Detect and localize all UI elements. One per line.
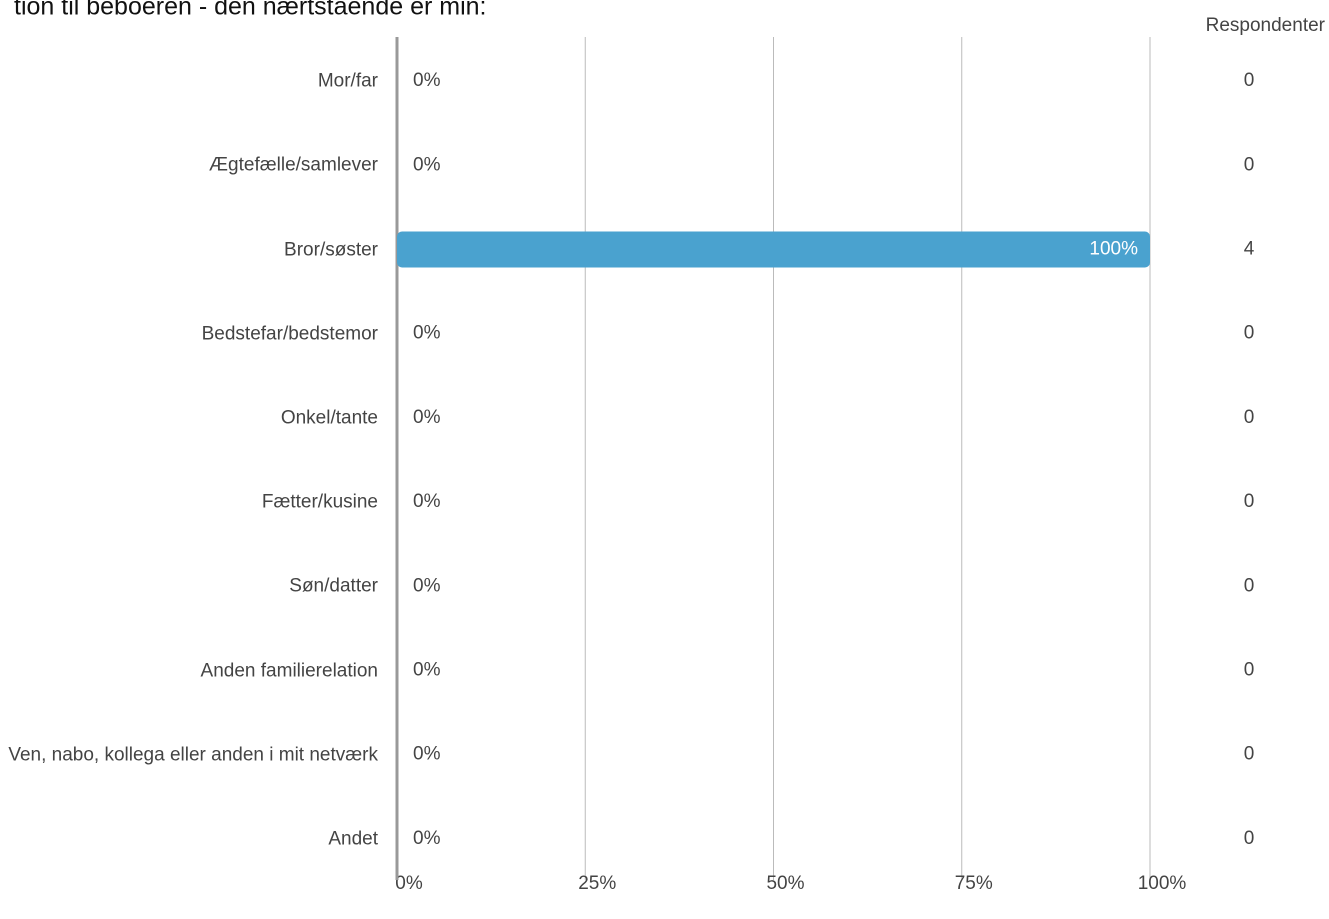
category-label: Fætter/kusine <box>261 491 378 513</box>
respondent-count: 0 <box>1244 491 1255 512</box>
category-label: Mor/far <box>317 70 378 92</box>
value-label: 0% <box>413 660 441 681</box>
respondent-count: 0 <box>1244 70 1255 91</box>
category-label: Andet <box>328 828 378 850</box>
value-label: 0% <box>413 323 441 344</box>
value-label: 0% <box>413 70 441 91</box>
category-label: Bedstefar/bedstemor <box>201 323 378 345</box>
value-label: 0% <box>413 154 441 175</box>
value-label: 0% <box>413 407 441 428</box>
category-label: Ægtefælle/samlever <box>209 154 378 176</box>
respondent-count: 0 <box>1244 744 1255 765</box>
x-tick-label: 0% <box>395 873 423 894</box>
respondent-count: 0 <box>1244 323 1255 344</box>
respondents-header: Respondenter <box>1206 15 1326 36</box>
category-label: Bror/søster <box>284 239 378 260</box>
x-tick-label: 50% <box>766 873 804 894</box>
category-label: Onkel/tante <box>280 407 378 429</box>
x-tick-label: 25% <box>578 873 616 894</box>
category-label: Anden familierelation <box>200 660 378 681</box>
respondent-count: 0 <box>1244 660 1255 681</box>
respondent-count: 0 <box>1244 407 1255 428</box>
category-label: Søn/datter <box>289 575 378 597</box>
respondent-count: 4 <box>1244 239 1255 260</box>
respondent-count: 0 <box>1244 154 1255 175</box>
value-label: 0% <box>413 744 441 765</box>
value-label: 0% <box>413 491 441 512</box>
bar <box>397 231 1150 268</box>
respondent-count: 0 <box>1244 828 1255 849</box>
value-label: 100% <box>1089 239 1138 260</box>
respondent-count: 0 <box>1244 575 1255 596</box>
chart-title: tion til beboeren - den nærtstående er m… <box>14 0 487 21</box>
category-label: Ven, nabo, kollega eller anden i mit net… <box>8 744 378 766</box>
x-tick-label: 100% <box>1138 873 1187 894</box>
value-label: 0% <box>413 575 441 596</box>
x-tick-label: 75% <box>955 873 993 894</box>
value-label: 0% <box>413 828 441 849</box>
